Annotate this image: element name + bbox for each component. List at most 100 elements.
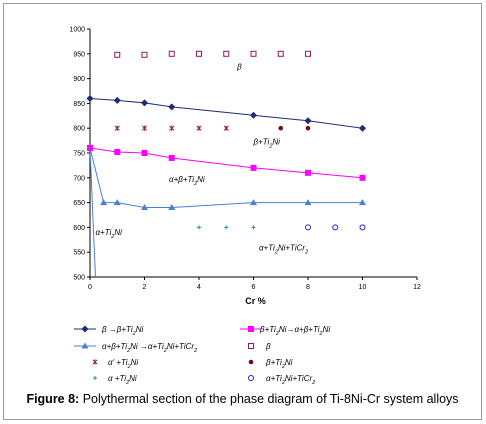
legend-entry: β+Ti2Ni→α+β+Ti2Ni xyxy=(240,325,330,337)
data-point xyxy=(168,154,175,161)
series-line xyxy=(103,202,363,209)
data-point xyxy=(86,94,94,102)
data-point xyxy=(169,125,175,131)
region-label: β xyxy=(236,63,242,72)
data-point xyxy=(141,150,148,156)
series-group xyxy=(278,125,311,131)
series-line xyxy=(89,147,363,179)
legend-label: α+β+Ti2Ni →α+Ti2Ni+TiCr2 xyxy=(102,342,197,354)
series-group xyxy=(86,94,366,132)
legend-label: β+Ti2Ni xyxy=(265,358,293,370)
legend-entry: β+Ti2Ni xyxy=(248,358,293,370)
data-point xyxy=(141,51,148,58)
series-group xyxy=(197,225,256,230)
data-point xyxy=(251,225,256,230)
data-point xyxy=(277,50,284,57)
data-point xyxy=(305,169,311,176)
x-tick-label: 0 xyxy=(88,284,92,291)
region-label: β+Ti2Ni xyxy=(253,138,281,150)
y-tick-label: 900 xyxy=(73,76,85,83)
x-tick-label: 10 xyxy=(359,284,367,291)
chart-plot-area: β β+Ti2Ni α+β+Ti2Ni α+Ti2Ni α+Ti2Ni+TiCr2 xyxy=(86,50,366,278)
y-tick-label: 650 xyxy=(73,200,85,207)
legend-label: α' +Ti2Ni xyxy=(108,358,138,370)
data-point xyxy=(359,124,366,132)
series-line xyxy=(89,97,363,129)
data-point xyxy=(332,224,339,231)
data-point xyxy=(248,375,254,381)
data-point xyxy=(114,149,121,156)
legend-label: β xyxy=(265,342,271,351)
data-point xyxy=(359,199,366,206)
data-point xyxy=(92,359,98,365)
legend-entry: α' +Ti2Ni xyxy=(92,358,138,370)
y-tick-label: 700 xyxy=(73,175,85,182)
data-point xyxy=(359,174,366,181)
legend-label: α +Ti2Ni xyxy=(108,374,137,386)
data-point xyxy=(224,225,229,230)
chart-legend: β →β+Ti2Ni β+Ti2Ni→α+β+Ti2Ni α+β+Ti2Ni →α+… xyxy=(74,325,330,386)
data-point xyxy=(87,145,93,152)
data-point xyxy=(278,125,284,131)
data-point xyxy=(250,50,257,57)
data-point xyxy=(248,326,254,332)
legend-entry: β →β+Ti2Ni xyxy=(74,325,143,337)
caption-text: Polythermal section of the phase diagram… xyxy=(79,392,459,406)
caption-label: Figure 8: xyxy=(26,392,80,406)
chart-axes: 500 550 600 650 700 750 800 850 900 950 1000 0 2 4 6 8 1… xyxy=(69,27,421,307)
data-point xyxy=(250,111,257,119)
data-point xyxy=(100,199,108,206)
y-tick-label: 500 xyxy=(73,275,85,282)
legend-label: β →β+Ti2Ni xyxy=(101,325,143,337)
data-point xyxy=(93,376,97,380)
y-tick-label: 750 xyxy=(73,151,85,158)
legend-entry: α+β+Ti2Ni →α+Ti2Ni+TiCr2 xyxy=(74,342,197,354)
series-group xyxy=(114,125,229,131)
data-point xyxy=(81,325,89,333)
series-group xyxy=(87,145,366,181)
x-axis-label: Cr % xyxy=(245,296,266,306)
series-group xyxy=(305,224,366,231)
legend-entry: β xyxy=(248,342,271,351)
y-tick-label: 600 xyxy=(73,225,85,232)
data-point xyxy=(305,224,311,231)
data-point xyxy=(248,343,254,349)
series-group xyxy=(100,199,366,211)
data-point xyxy=(305,125,311,131)
data-point xyxy=(141,204,148,211)
region-label: α+Ti2Ni xyxy=(95,228,122,240)
y-tick-label: 950 xyxy=(73,51,85,58)
data-point xyxy=(304,199,312,206)
data-point xyxy=(81,342,89,349)
data-point xyxy=(197,225,201,230)
data-point xyxy=(223,50,230,57)
series-group xyxy=(114,50,311,58)
y-tick-label: 550 xyxy=(73,250,85,257)
legend-label: β+Ti2Ni→α+β+Ti2Ni xyxy=(259,325,330,337)
region-label: α+β+Ti2Ni xyxy=(169,175,205,187)
figure: 500 550 600 650 700 750 800 850 900 950 1000 0 2 4 6 8 1… xyxy=(3,3,482,420)
y-tick-label: 800 xyxy=(73,126,85,133)
figure-caption: Figure 8: Polythermal section of the pha… xyxy=(4,392,481,406)
data-point xyxy=(168,50,175,57)
legend-entry: α+Ti2Ni+TiCr2 xyxy=(248,374,315,386)
data-point xyxy=(113,96,121,104)
data-point xyxy=(114,125,120,131)
phase-diagram-chart: 500 550 600 650 700 750 800 850 900 950 1000 0 2 4 6 8 1… xyxy=(69,27,421,387)
region-label: α+Ti2Ni+TiCr2 xyxy=(259,244,308,256)
x-tick-label: 4 xyxy=(197,284,201,291)
x-tick-label: 12 xyxy=(413,284,421,291)
y-tick-label: 850 xyxy=(73,101,85,108)
data-point xyxy=(114,51,121,58)
data-point xyxy=(223,125,229,131)
data-point xyxy=(168,103,176,111)
legend-entry: α +Ti2Ni xyxy=(93,374,137,386)
x-tick-label: 8 xyxy=(306,284,310,291)
data-point xyxy=(359,224,366,231)
x-tick-label: 2 xyxy=(143,284,147,291)
data-point xyxy=(196,125,202,131)
data-point xyxy=(141,125,148,131)
phase-boundary-line xyxy=(89,147,105,203)
data-point xyxy=(248,359,254,365)
legend-label: α+Ti2Ni+TiCr2 xyxy=(266,374,315,386)
